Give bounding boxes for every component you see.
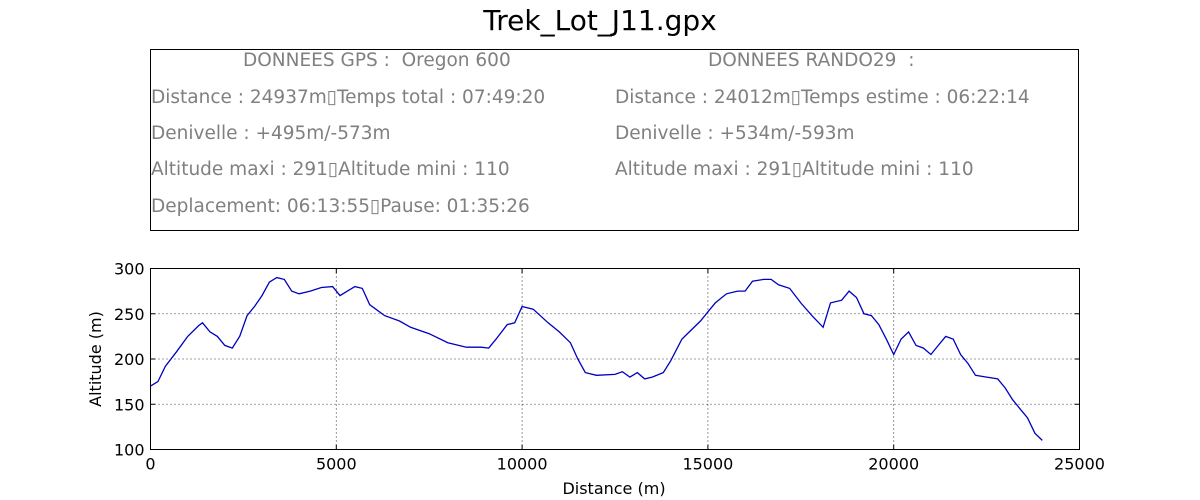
gps-elevation-gain: Denivelle : +495m/-573m	[151, 123, 391, 144]
gps-altitude-range: Altitude maxi : 291▯Altitude mini : 110	[151, 159, 510, 180]
y-tick-label: 300	[114, 260, 145, 279]
gps-distance-time: Distance : 24937m▯Temps total : 07:49:20	[151, 87, 546, 108]
info-box: DONNEES GPS : Oregon 600 Distance : 2493…	[150, 49, 1079, 231]
altitude-profile-line	[150, 276, 1043, 441]
rando-elevation-gain: Denivelle : +534m/-593m	[615, 123, 855, 144]
axis-ticks: 0 5000 10000 15000 20000 25000 100 150 200 250 300	[114, 260, 1105, 474]
y-tick-label: 250	[114, 305, 145, 324]
y-tick-label: 100	[114, 441, 145, 460]
rando-distance-time: Distance : 24012m▯Temps estime : 06:22:1…	[615, 87, 1030, 108]
x-tick-label: 5000	[316, 455, 357, 474]
x-tick-label: 25000	[1054, 455, 1105, 474]
x-tick-label: 0	[145, 455, 155, 474]
rando-altitude-range: Altitude maxi : 291▯Altitude mini : 110	[615, 159, 974, 180]
x-axis-label: Distance (m)	[562, 479, 665, 498]
gps-header: DONNEES GPS : Oregon 600	[243, 50, 511, 71]
y-tick-label: 200	[114, 350, 145, 369]
rando-header: DONNEES RANDO29 :	[708, 50, 915, 71]
x-tick-label: 10000	[497, 455, 548, 474]
x-tick-label: 20000	[868, 455, 919, 474]
chart-title: Trek_Lot_J11.gpx	[483, 4, 717, 37]
y-tick-label: 150	[114, 395, 145, 414]
x-tick-label: 15000	[682, 455, 733, 474]
y-axis-label: Altitude (m)	[86, 311, 105, 407]
gps-moving-pause: Deplacement: 06:13:55▯Pause: 01:35:26	[151, 196, 530, 217]
grid-lines	[150, 268, 1080, 450]
